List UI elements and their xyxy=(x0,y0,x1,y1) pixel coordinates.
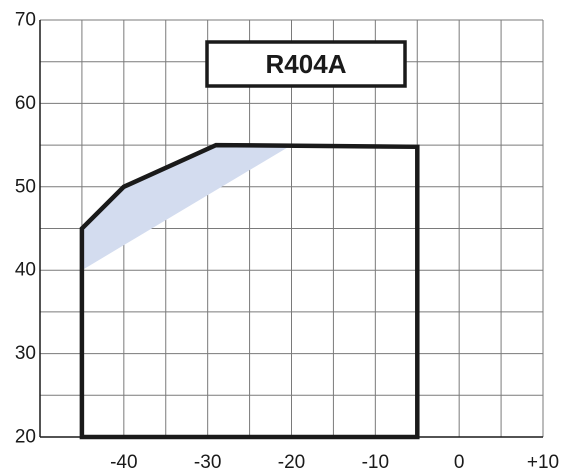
y-tick-label: 60 xyxy=(15,93,36,114)
y-tick-label: 30 xyxy=(15,343,36,364)
chart-title: R404A xyxy=(266,49,347,79)
chart-title-box: R404A xyxy=(205,40,407,88)
y-tick-label: 20 xyxy=(15,427,36,448)
shaded-region xyxy=(81,145,292,271)
x-tick-label: 0 xyxy=(454,452,465,473)
y-tick-label: 70 xyxy=(15,10,36,31)
shaded-region-layer xyxy=(81,145,292,271)
x-tick-label: +10 xyxy=(527,452,559,473)
x-tick-label: -20 xyxy=(278,452,305,473)
y-tick-labels: 20 30 40 50 60 70 xyxy=(15,10,36,448)
x-tick-label: -10 xyxy=(362,452,389,473)
axes xyxy=(39,20,543,438)
y-tick-label: 40 xyxy=(15,260,36,281)
x-tick-label: -40 xyxy=(110,452,137,473)
x-tick-label: -30 xyxy=(194,452,221,473)
y-tick-label: 50 xyxy=(15,176,36,197)
x-tick-labels: -40 -30 -20 -10 0 +10 xyxy=(110,452,559,473)
